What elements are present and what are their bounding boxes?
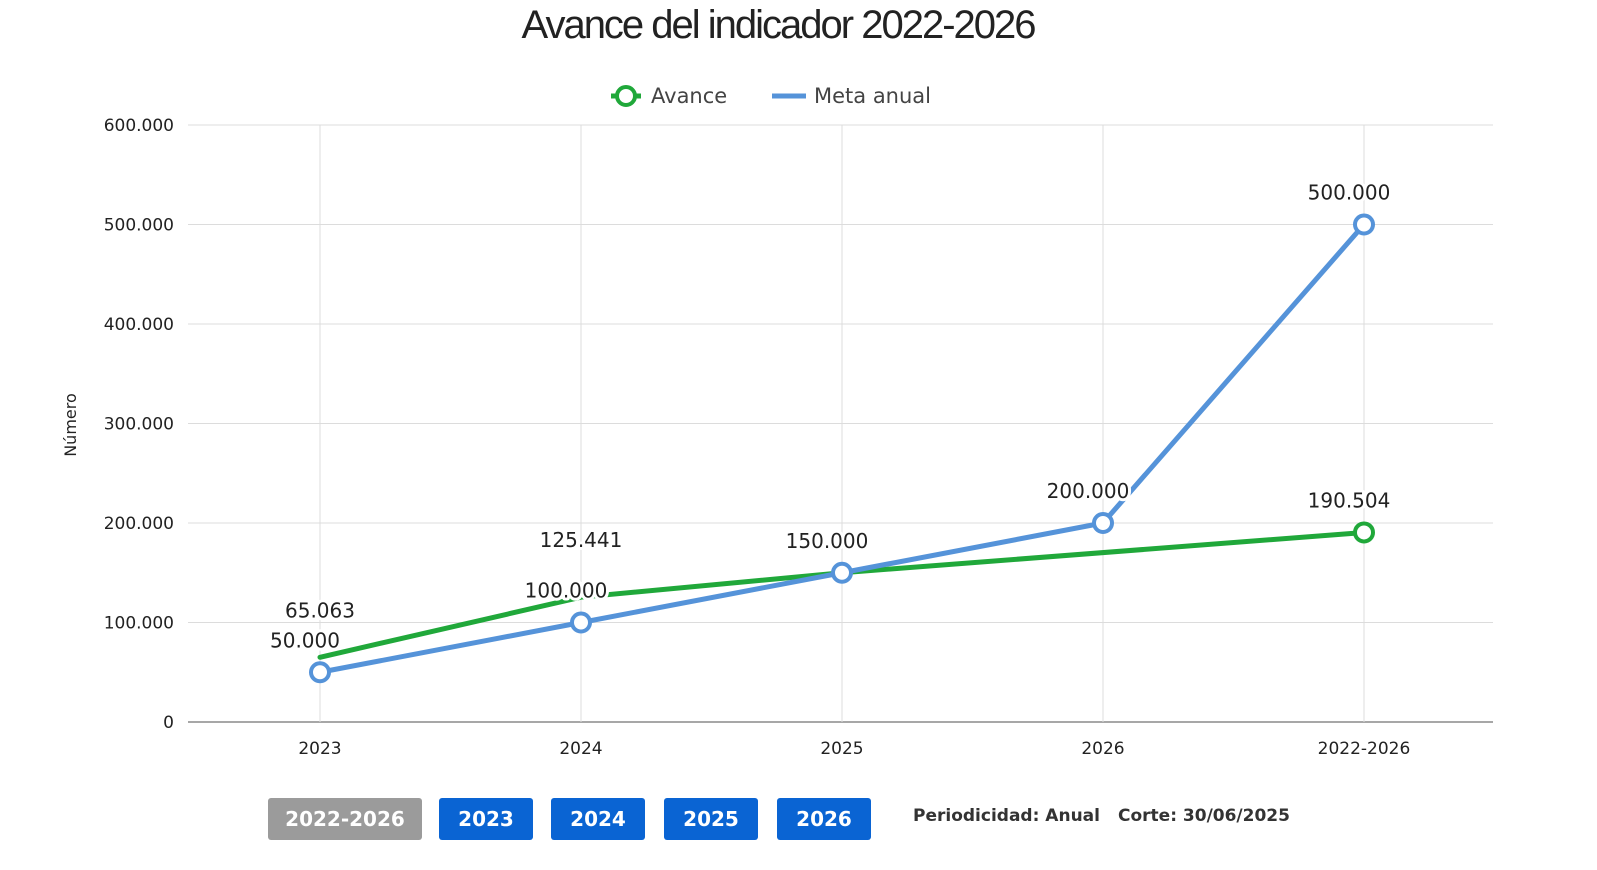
data-label: 65.063: [285, 598, 355, 622]
period-button-2025[interactable]: 2025: [664, 798, 758, 840]
data-label: 125.441: [540, 528, 623, 552]
y-tick-label: 100.000: [104, 614, 174, 634]
chart-title: Avance del indicador 2022-2026: [521, 3, 1035, 47]
data-point[interactable]: [1092, 512, 1114, 534]
y-tick-label: 600.000: [104, 116, 174, 136]
x-tick-label: 2025: [820, 739, 863, 759]
x-tick-label: 2023: [298, 739, 341, 759]
period-button-2023[interactable]: 2023: [439, 798, 533, 840]
period-button-2026[interactable]: 2026: [777, 798, 871, 840]
data-label: 500.000: [1308, 181, 1391, 205]
period-button-2022-2026[interactable]: 2022-2026: [268, 798, 422, 840]
legend: Avance Meta anual: [611, 84, 931, 108]
y-axis-ticks: 0 100.000 200.000 300.000 400.000 500.000 600.…: [104, 116, 174, 733]
legend-label: Meta anual: [814, 84, 931, 108]
data-label: 150.000: [786, 529, 869, 553]
legend-label: Avance: [651, 84, 727, 108]
data-point[interactable]: [309, 661, 331, 684]
data-point[interactable]: [1353, 213, 1375, 236]
y-tick-label: 400.000: [104, 315, 174, 335]
y-tick-label: 300.000: [104, 415, 174, 435]
data-label: 100.000: [525, 579, 608, 603]
grid: [188, 124, 1493, 723]
legend-swatch-marker: [615, 85, 637, 107]
data-label: 200.000: [1047, 479, 1130, 503]
y-axis-label: Número: [61, 393, 80, 457]
data-label: 50.000: [270, 628, 340, 652]
series-line: [317, 529, 1367, 660]
data-label: 190.504: [1308, 488, 1391, 512]
x-tick-label: 2024: [559, 739, 602, 759]
x-tick-label: 2022-2026: [1318, 739, 1411, 759]
legend-item-avance[interactable]: Avance: [611, 84, 727, 108]
data-point[interactable]: [831, 561, 853, 584]
periodicity-text: Periodicidad: Anual: [913, 806, 1100, 826]
x-axis-ticks: 2023 2024 2025 2026 2022-2026: [298, 739, 1410, 759]
data-labels: 65.063 125.441 190.504 50.000 100.000 150.000…: [267, 178, 1393, 656]
period-button-2024[interactable]: 2024: [551, 798, 645, 840]
x-tick-label: 2026: [1081, 739, 1124, 759]
data-point[interactable]: [1353, 521, 1375, 544]
series-avance: [317, 521, 1375, 660]
legend-item-meta-anual[interactable]: Meta anual: [772, 84, 931, 108]
y-tick-label: 500.000: [104, 216, 174, 236]
y-tick-label: 200.000: [104, 514, 174, 534]
data-point[interactable]: [570, 611, 592, 634]
y-tick-label: 0: [163, 713, 174, 733]
series-layer: [309, 213, 1375, 684]
series-meta-anual: [309, 213, 1375, 684]
cutoff-date-text: Corte: 30/06/2025: [1118, 806, 1290, 826]
